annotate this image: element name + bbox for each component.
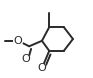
Ellipse shape xyxy=(14,37,23,45)
Ellipse shape xyxy=(37,64,46,72)
Text: O: O xyxy=(38,63,46,73)
Text: O: O xyxy=(14,36,23,46)
Text: O: O xyxy=(21,54,30,64)
Ellipse shape xyxy=(21,55,30,63)
